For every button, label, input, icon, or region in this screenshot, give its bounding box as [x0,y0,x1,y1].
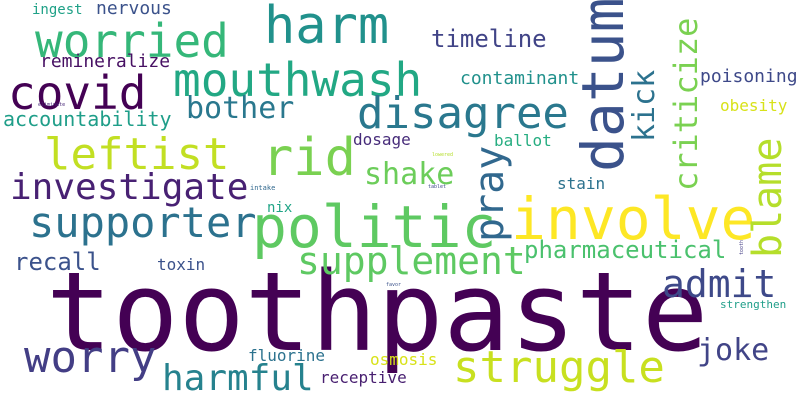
word-osmosis: osmosis [370,350,438,369]
word-rid: rid [262,128,356,188]
word-bother: bother [186,91,295,126]
word-timeline: timeline [431,25,547,53]
word-strengthen: strengthen [720,298,787,311]
word-lowered: lowered [432,152,454,158]
word-joke: joke [697,333,770,368]
word-harm: harm [264,0,390,56]
word-disagree: disagree [357,88,569,139]
word-shake: shake [364,157,455,192]
word-politic: politic [252,193,497,261]
word-investigate: investigate [10,167,249,208]
word-nix: nix [267,200,293,216]
word-worry: worry [24,332,157,383]
word-ballot: ballot [494,131,552,150]
word-intake: intake [250,184,276,192]
word-pharmaceutical: pharmaceutical [524,236,727,264]
word-admit: admit [662,262,777,306]
word-toothpaste: toothpaste [46,248,709,376]
word-tooth: tooth [739,239,745,255]
word-recall: recall [14,248,101,276]
word-ingest: ingest [32,2,83,18]
word-nervous: nervous [96,0,172,19]
word-fluorine: fluorine [248,346,326,365]
word-harmful: harmful [162,358,314,399]
word-mouthwash: mouthwash [173,53,423,107]
word-leftist: leftist [44,129,230,180]
word-stain: stain [557,174,606,193]
word-remineralize: remineralize [40,51,171,72]
word-criticize: criticize [667,17,705,191]
word-supplement: supplement [297,239,526,283]
word-involve: involve [511,185,756,253]
word-blame: blame [745,137,791,258]
word-kick: kick [627,69,662,142]
word-supporter: supporter [29,198,257,247]
word-struggle: struggle [453,342,665,393]
word-datum: datum [569,0,637,172]
word-covid: covid [8,66,147,120]
word-toxin: toxin [157,255,206,274]
word-tablet: tablet [428,184,447,190]
word-pray: pray [467,145,513,242]
word-receptive: receptive [320,368,407,387]
word-dosage: dosage [353,130,411,149]
word-contaminant: contaminant [460,68,580,89]
word-favor: favor [386,282,402,288]
word-accountability: accountability [3,107,172,131]
word-poisoning: poisoning [700,66,798,87]
word-eliminate: eliminate [38,102,66,108]
word-worried: worried [35,14,229,68]
word-obesity: obesity [720,96,788,115]
